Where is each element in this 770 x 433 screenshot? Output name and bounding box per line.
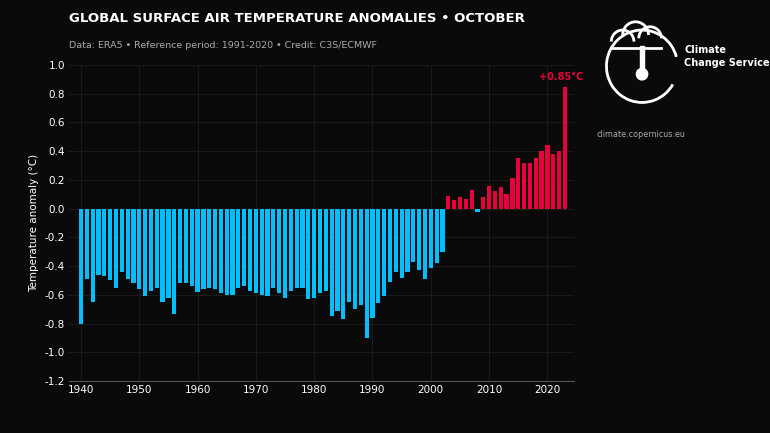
- Bar: [330, 209, 333, 317]
- Bar: [295, 209, 299, 288]
- Circle shape: [636, 68, 648, 80]
- Bar: [149, 209, 153, 291]
- Bar: [132, 209, 136, 283]
- Bar: [446, 196, 450, 209]
- Bar: [126, 209, 129, 279]
- Bar: [155, 209, 159, 288]
- Bar: [102, 209, 106, 276]
- Bar: [160, 209, 165, 302]
- Bar: [178, 209, 182, 283]
- Bar: [493, 191, 497, 209]
- Text: Climate
Change Service: Climate Change Service: [684, 45, 770, 68]
- Bar: [359, 209, 363, 305]
- Bar: [377, 209, 380, 304]
- Bar: [207, 209, 211, 288]
- Bar: [166, 209, 170, 298]
- Bar: [464, 199, 468, 209]
- Bar: [499, 187, 503, 209]
- Bar: [184, 209, 188, 283]
- Bar: [283, 209, 287, 298]
- Bar: [516, 158, 521, 209]
- Bar: [300, 209, 305, 288]
- Bar: [259, 209, 264, 295]
- Bar: [289, 209, 293, 291]
- Bar: [452, 200, 456, 209]
- Bar: [534, 158, 538, 209]
- Bar: [225, 209, 229, 295]
- Bar: [119, 209, 124, 272]
- Bar: [504, 194, 509, 209]
- Bar: [551, 154, 555, 209]
- Bar: [417, 209, 421, 270]
- Y-axis label: Temperature anomaly (°C): Temperature anomaly (°C): [29, 154, 39, 292]
- Bar: [393, 209, 398, 272]
- Bar: [85, 209, 89, 279]
- Bar: [236, 209, 240, 288]
- Bar: [143, 209, 147, 296]
- Bar: [511, 178, 514, 209]
- Bar: [347, 209, 351, 302]
- Bar: [137, 209, 142, 289]
- Bar: [230, 209, 235, 295]
- Bar: [318, 209, 322, 294]
- Bar: [172, 209, 176, 313]
- Bar: [388, 209, 392, 282]
- Bar: [96, 209, 101, 275]
- Bar: [114, 209, 118, 288]
- Text: +0.85°C: +0.85°C: [539, 72, 583, 82]
- Bar: [429, 209, 433, 268]
- Bar: [405, 209, 410, 272]
- Bar: [79, 209, 83, 323]
- Bar: [470, 190, 474, 209]
- Bar: [411, 209, 415, 262]
- Bar: [400, 209, 403, 278]
- Bar: [545, 145, 550, 209]
- Bar: [306, 209, 310, 299]
- Bar: [458, 197, 462, 209]
- Bar: [370, 209, 374, 318]
- Bar: [540, 151, 544, 209]
- Bar: [91, 209, 95, 302]
- Bar: [522, 163, 526, 209]
- Bar: [481, 197, 485, 209]
- Bar: [353, 209, 357, 309]
- Bar: [423, 209, 427, 279]
- Bar: [527, 163, 532, 209]
- Bar: [108, 209, 112, 281]
- Bar: [336, 209, 340, 310]
- Bar: [563, 87, 567, 209]
- Bar: [440, 209, 444, 252]
- Bar: [189, 209, 194, 286]
- Bar: [277, 209, 281, 294]
- Bar: [248, 209, 252, 291]
- Bar: [382, 209, 387, 296]
- Bar: [640, 46, 644, 72]
- Bar: [434, 209, 439, 263]
- Bar: [242, 209, 246, 286]
- Bar: [323, 209, 328, 291]
- Bar: [364, 209, 369, 338]
- Text: climate.copernicus.eu: climate.copernicus.eu: [597, 130, 685, 139]
- Bar: [487, 186, 491, 209]
- Bar: [475, 209, 480, 211]
- Bar: [312, 209, 316, 298]
- Bar: [341, 209, 346, 319]
- Bar: [271, 209, 276, 288]
- Bar: [557, 151, 561, 209]
- Bar: [196, 209, 199, 292]
- Text: GLOBAL SURFACE AIR TEMPERATURE ANOMALIES • OCTOBER: GLOBAL SURFACE AIR TEMPERATURE ANOMALIES…: [69, 12, 525, 25]
- Bar: [254, 209, 258, 294]
- Bar: [201, 209, 206, 289]
- Text: Data: ERA5 • Reference period: 1991-2020 • Credit: C3S/ECMWF: Data: ERA5 • Reference period: 1991-2020…: [69, 41, 377, 50]
- Bar: [219, 209, 223, 294]
- Bar: [213, 209, 217, 289]
- Bar: [266, 209, 270, 296]
